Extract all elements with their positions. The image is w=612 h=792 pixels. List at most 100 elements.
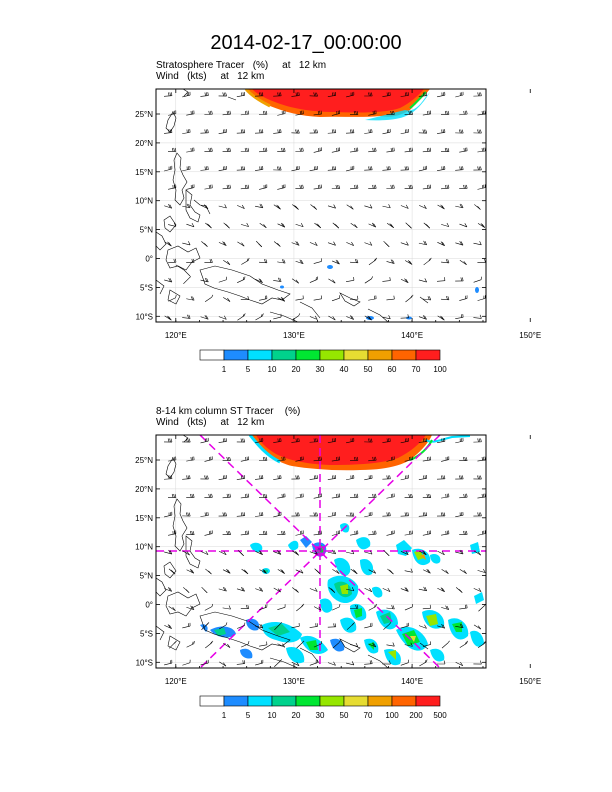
wind-barb (473, 438, 482, 443)
wind-barb (164, 204, 173, 209)
wind-barb (477, 147, 486, 153)
wind-barb (422, 147, 432, 153)
wind-barb (437, 241, 445, 246)
colorbar-label: 70 (412, 365, 421, 374)
wind-barb (400, 278, 409, 284)
wind-barb (459, 184, 468, 189)
wind-barb (477, 184, 486, 190)
wind-barb (364, 622, 373, 629)
wind-barb (309, 550, 318, 555)
wind-barb (254, 129, 264, 134)
wind-barb (200, 277, 209, 283)
wind-barb (186, 223, 195, 228)
wind-barb (473, 166, 482, 171)
wind-barb (368, 456, 377, 462)
wind-barb (255, 623, 264, 629)
panel-2-lat-labels: 25°N 20°N 15°N 10°N 5°N 0° 5°S 10°S (135, 456, 153, 667)
wind-barb (404, 493, 413, 498)
wind-barb (200, 437, 209, 444)
colorbar-label: 5 (246, 711, 251, 720)
wind-barb (182, 622, 191, 629)
wind-barb (368, 147, 377, 153)
wind-barb (404, 568, 413, 573)
wind-barb (327, 549, 336, 555)
wind-barb (327, 437, 337, 444)
wind-barb (331, 530, 340, 536)
wind-barb (400, 659, 409, 666)
colorbar-swatch (343, 349, 369, 361)
wind-barb (295, 184, 304, 190)
wind-barb (313, 184, 322, 190)
wind-barb (441, 569, 449, 574)
wind-barb (382, 660, 391, 665)
wind-barb (346, 587, 355, 592)
wind-barb (186, 456, 195, 462)
wind-barb (204, 258, 213, 263)
lat-label: 0° (145, 601, 153, 610)
wind-barb (219, 661, 227, 667)
wind-barb (240, 295, 250, 300)
wind-barb (277, 643, 286, 648)
wind-barb (164, 511, 173, 518)
wind-barb (218, 204, 227, 209)
lat-label: 20°N (135, 485, 153, 494)
wind-barb (473, 624, 482, 630)
tracer-spot (406, 316, 412, 320)
wind-barb (386, 295, 395, 301)
wind-barb (200, 166, 209, 171)
wind-barb (346, 622, 355, 630)
wind-barb (364, 438, 373, 443)
wind-barb (218, 165, 227, 172)
wind-barb (255, 203, 264, 209)
wind-barb (459, 569, 467, 574)
wind-barb (332, 640, 341, 649)
wind-barb (241, 257, 250, 265)
wind-barb (386, 493, 395, 499)
wind-barb (204, 456, 213, 462)
wind-barb (186, 296, 195, 301)
wind-barb (204, 603, 214, 611)
wind-barb (437, 587, 445, 592)
wind-barb (236, 438, 246, 443)
colorbar-label: 10 (268, 711, 277, 720)
colorbar-label: 10 (268, 365, 277, 374)
wind-barb (455, 549, 464, 555)
wind-barb (204, 184, 213, 190)
colorbar-swatch (271, 349, 297, 361)
wind-barb (164, 587, 173, 592)
wind-barb (477, 493, 486, 499)
wind-barb (327, 241, 336, 246)
tracer-shading-core (252, 89, 424, 113)
wind-barb (258, 259, 268, 264)
wind-barb (291, 622, 300, 629)
colorbar-swatch (223, 695, 249, 707)
wind-barb (459, 493, 468, 499)
wind-barb (382, 315, 391, 320)
wind-barb (382, 438, 391, 443)
wind-barb (368, 642, 377, 648)
panel-1-ticks (156, 89, 531, 322)
wind-barb (405, 222, 412, 229)
wind-barb (386, 184, 395, 190)
wind-barb (418, 624, 427, 629)
wind-barb (332, 222, 340, 229)
panel-2-frame (155, 434, 487, 669)
wind-barb (255, 550, 263, 555)
wind-barb (277, 296, 286, 302)
wind-barb (473, 129, 482, 134)
wind-barb (368, 184, 377, 189)
lon-label: 150°E (519, 677, 541, 686)
wind-barb (477, 258, 486, 263)
wind-barb (222, 147, 231, 152)
wind-barb (383, 240, 390, 248)
wind-barb (163, 129, 173, 134)
lat-label: 25°N (135, 456, 153, 465)
lat-label: 10°N (135, 197, 153, 206)
wind-barb (386, 110, 395, 115)
wind-barb (400, 437, 409, 444)
wind-barb (473, 587, 482, 592)
wind-barb (382, 277, 391, 282)
wind-barb (168, 568, 176, 575)
wind-barb (440, 147, 450, 152)
colorbar-label: 70 (364, 711, 373, 720)
